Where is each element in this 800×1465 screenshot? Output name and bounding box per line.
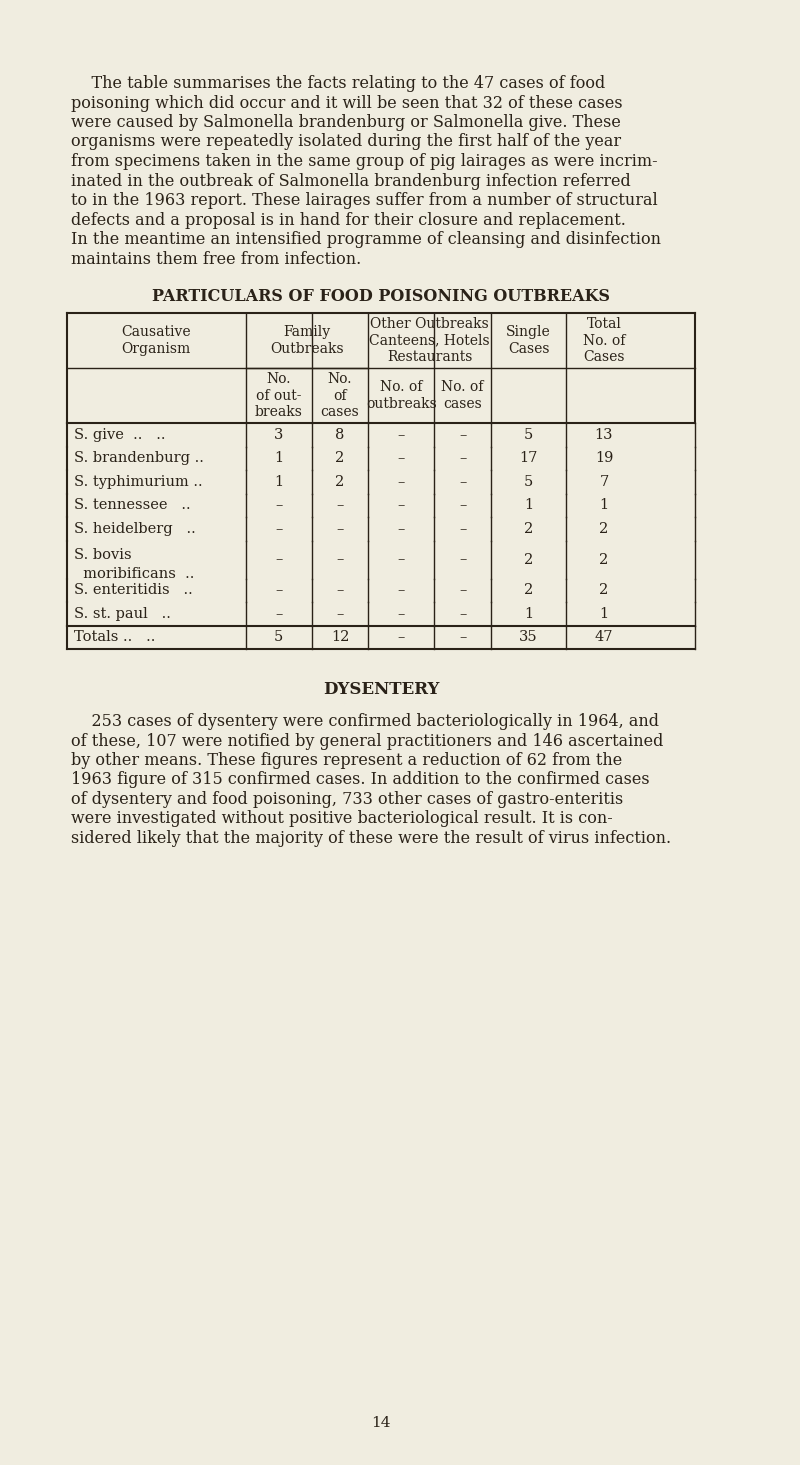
Text: –: – [459,475,466,489]
Text: to in the 1963 report. These lairages suffer from a number of structural: to in the 1963 report. These lairages su… [71,192,658,209]
Text: Family
Outbreaks: Family Outbreaks [270,325,344,356]
Text: defects and a proposal is in hand for their closure and replacement.: defects and a proposal is in hand for th… [71,211,626,229]
Text: –: – [336,583,344,598]
Text: 253 cases of dysentery were confirmed bacteriologically in 1964, and: 253 cases of dysentery were confirmed ba… [71,713,659,730]
Text: –: – [459,522,466,536]
Text: 3: 3 [274,428,283,442]
Text: were investigated without positive bacteriological result. It is con-: were investigated without positive bacte… [71,810,613,828]
Text: 14: 14 [371,1417,390,1430]
Text: 2: 2 [599,583,609,598]
Text: maintains them free from infection.: maintains them free from infection. [71,251,362,268]
Text: S. brandenburg ..: S. brandenburg .. [74,451,204,466]
Text: 2: 2 [524,522,533,536]
Text: –: – [398,630,405,645]
Text: –: – [459,428,466,442]
Text: poisoning which did occur and it will be seen that 32 of these cases: poisoning which did occur and it will be… [71,95,623,111]
Text: S. st. paul   ..: S. st. paul .. [74,607,171,621]
Text: –: – [275,607,282,621]
Text: –: – [459,451,466,466]
Text: –: – [398,607,405,621]
Text: 1: 1 [274,451,283,466]
Text: No.
of out-
breaks: No. of out- breaks [255,372,302,419]
Text: 12: 12 [331,630,350,645]
Text: –: – [275,498,282,513]
Text: Totals ..   ..: Totals .. .. [74,630,156,645]
Text: moribificans  ..: moribificans .. [74,567,194,580]
Text: –: – [459,583,466,598]
Text: –: – [336,552,344,567]
Text: The table summarises the facts relating to the 47 cases of food: The table summarises the facts relating … [71,75,606,92]
Text: –: – [275,552,282,567]
Text: organisms were repeatedly isolated during the first half of the year: organisms were repeatedly isolated durin… [71,133,622,151]
Text: S. heidelberg   ..: S. heidelberg .. [74,522,196,536]
Text: 2: 2 [599,552,609,567]
Text: –: – [275,583,282,598]
Text: –: – [336,522,344,536]
Text: –: – [398,475,405,489]
Text: 19: 19 [594,451,613,466]
Text: –: – [275,522,282,536]
Text: –: – [398,428,405,442]
Text: 2: 2 [599,522,609,536]
Text: –: – [459,498,466,513]
Text: 35: 35 [519,630,538,645]
Text: 5: 5 [524,428,533,442]
Text: 1: 1 [274,475,283,489]
Text: 1963 figure of 315 confirmed cases. In addition to the confirmed cases: 1963 figure of 315 confirmed cases. In a… [71,772,650,788]
Text: 2: 2 [335,451,345,466]
Text: –: – [459,630,466,645]
Text: 2: 2 [524,583,533,598]
Text: 5: 5 [274,630,283,645]
Text: –: – [398,522,405,536]
Text: Causative
Organism: Causative Organism [122,325,191,356]
Text: –: – [398,498,405,513]
Text: 1: 1 [599,607,609,621]
Text: 2: 2 [524,552,533,567]
Text: Other Outbreaks
Canteens, Hotels
Restaurants: Other Outbreaks Canteens, Hotels Restaur… [370,318,490,363]
Text: –: – [336,498,344,513]
Text: S. enteritidis   ..: S. enteritidis .. [74,583,193,598]
Text: No.
of
cases: No. of cases [321,372,359,419]
Text: Single
Cases: Single Cases [506,325,551,356]
Text: by other means. These figures represent a reduction of 62 from the: by other means. These figures represent … [71,752,622,769]
Text: No. of
cases: No. of cases [442,381,484,410]
Text: Total
No. of
Cases: Total No. of Cases [582,318,625,363]
Text: 5: 5 [524,475,533,489]
Text: DYSENTERY: DYSENTERY [322,681,439,697]
Text: S. typhimurium ..: S. typhimurium .. [74,475,203,489]
Text: PARTICULARS OF FOOD POISONING OUTBREAKS: PARTICULARS OF FOOD POISONING OUTBREAKS [152,289,610,305]
Text: inated in the outbreak of Salmonella brandenburg infection referred: inated in the outbreak of Salmonella bra… [71,173,631,189]
Text: 13: 13 [594,428,614,442]
Text: 8: 8 [335,428,345,442]
Text: –: – [459,552,466,567]
Text: of these, 107 were notified by general practitioners and 146 ascertained: of these, 107 were notified by general p… [71,732,664,750]
Text: –: – [336,607,344,621]
Text: sidered likely that the majority of these were the result of virus infection.: sidered likely that the majority of thes… [71,831,671,847]
Text: –: – [398,451,405,466]
Text: 1: 1 [524,498,533,513]
Text: S. give  ..   ..: S. give .. .. [74,428,166,442]
Text: S. tennessee   ..: S. tennessee .. [74,498,191,513]
Text: No. of
outbreaks: No. of outbreaks [366,381,437,410]
Text: –: – [398,552,405,567]
Text: 1: 1 [599,498,609,513]
Text: –: – [459,607,466,621]
Text: 1: 1 [524,607,533,621]
Text: 7: 7 [599,475,609,489]
Text: 17: 17 [519,451,538,466]
Text: S. bovis: S. bovis [74,548,132,561]
Text: 47: 47 [594,630,614,645]
Text: from specimens taken in the same group of pig lairages as were incrim-: from specimens taken in the same group o… [71,152,658,170]
Text: 2: 2 [335,475,345,489]
Text: were caused by Salmonella brandenburg or Salmonella give. These: were caused by Salmonella brandenburg or… [71,114,622,130]
Text: –: – [398,583,405,598]
Text: In the meantime an intensified programme of cleansing and disinfection: In the meantime an intensified programme… [71,231,662,248]
Text: of dysentery and food poisoning, 733 other cases of gastro-enteritis: of dysentery and food poisoning, 733 oth… [71,791,624,809]
